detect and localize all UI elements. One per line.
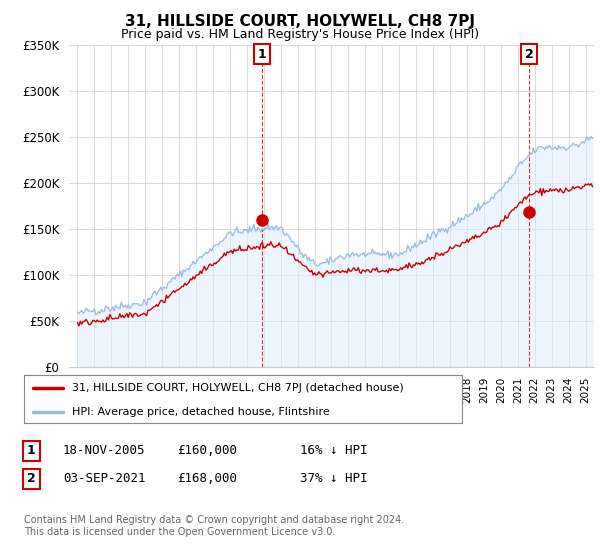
Text: 2: 2 xyxy=(525,48,533,60)
Text: 1: 1 xyxy=(27,444,36,458)
Text: 03-SEP-2021: 03-SEP-2021 xyxy=(63,472,146,486)
Text: £160,000: £160,000 xyxy=(177,444,237,458)
Text: 2: 2 xyxy=(27,472,36,486)
Text: 37% ↓ HPI: 37% ↓ HPI xyxy=(300,472,367,486)
Text: 16% ↓ HPI: 16% ↓ HPI xyxy=(300,444,367,458)
Text: Contains HM Land Registry data © Crown copyright and database right 2024.
This d: Contains HM Land Registry data © Crown c… xyxy=(24,515,404,537)
Text: 31, HILLSIDE COURT, HOLYWELL, CH8 7PJ (detached house): 31, HILLSIDE COURT, HOLYWELL, CH8 7PJ (d… xyxy=(72,383,404,393)
Text: 31, HILLSIDE COURT, HOLYWELL, CH8 7PJ: 31, HILLSIDE COURT, HOLYWELL, CH8 7PJ xyxy=(125,14,475,29)
Text: HPI: Average price, detached house, Flintshire: HPI: Average price, detached house, Flin… xyxy=(72,407,330,417)
Text: £168,000: £168,000 xyxy=(177,472,237,486)
Text: 1: 1 xyxy=(257,48,266,60)
Text: Price paid vs. HM Land Registry's House Price Index (HPI): Price paid vs. HM Land Registry's House … xyxy=(121,28,479,41)
Text: 18-NOV-2005: 18-NOV-2005 xyxy=(63,444,146,458)
